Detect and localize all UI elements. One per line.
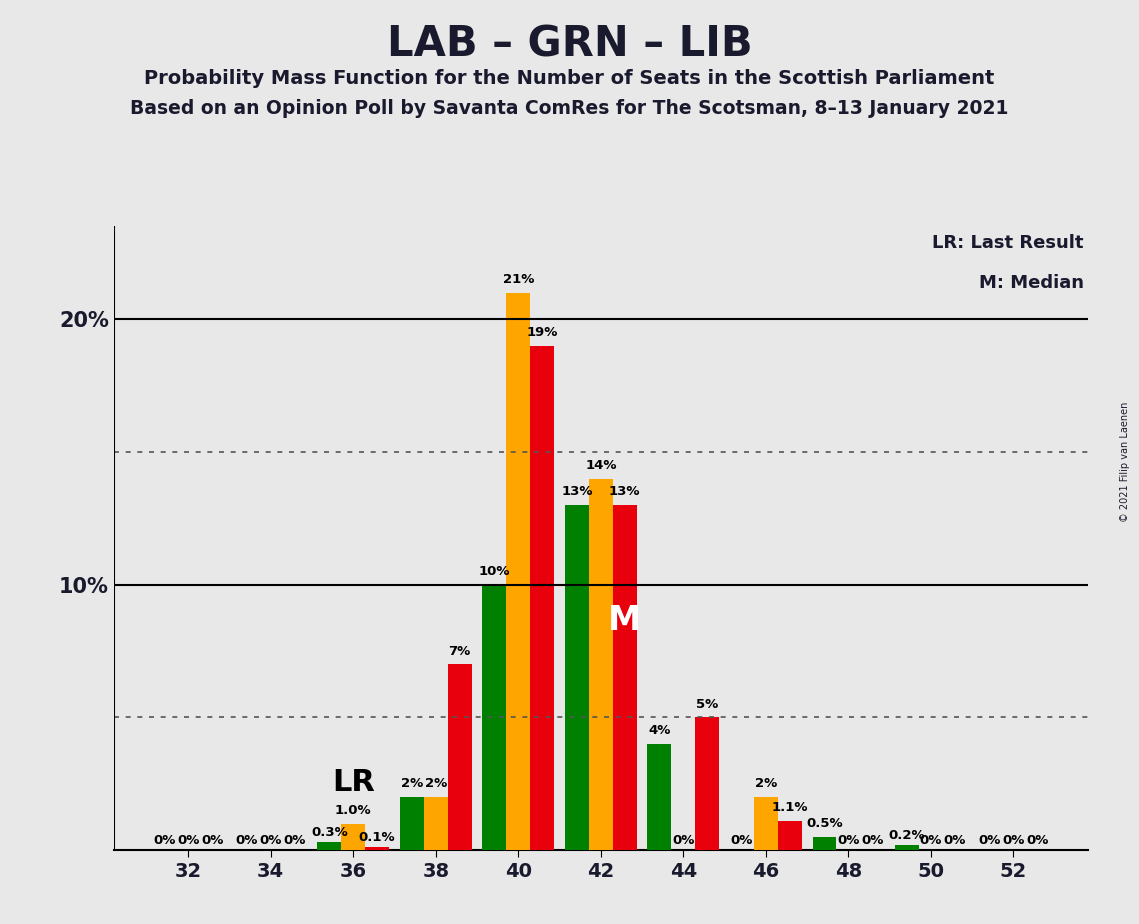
Text: Based on an Opinion Poll by Savanta ComRes for The Scotsman, 8–13 January 2021: Based on an Opinion Poll by Savanta ComR… bbox=[130, 99, 1009, 118]
Bar bbox=[778, 821, 802, 850]
Bar bbox=[754, 797, 778, 850]
Text: 0%: 0% bbox=[920, 833, 942, 847]
Text: 0%: 0% bbox=[200, 833, 223, 847]
Text: 10%: 10% bbox=[478, 565, 510, 578]
Bar bbox=[318, 842, 342, 850]
Text: Probability Mass Function for the Number of Seats in the Scottish Parliament: Probability Mass Function for the Number… bbox=[145, 69, 994, 89]
Text: 0%: 0% bbox=[978, 833, 1001, 847]
Text: LR: Last Result: LR: Last Result bbox=[932, 235, 1083, 252]
Text: 5%: 5% bbox=[696, 698, 719, 711]
Text: 7%: 7% bbox=[449, 645, 470, 658]
Text: 14%: 14% bbox=[585, 459, 616, 472]
Text: M: M bbox=[608, 604, 641, 638]
Text: © 2021 Filip van Laenen: © 2021 Filip van Laenen bbox=[1121, 402, 1130, 522]
Text: 0%: 0% bbox=[672, 833, 695, 847]
Text: 0.3%: 0.3% bbox=[311, 826, 347, 839]
Text: 0%: 0% bbox=[731, 833, 753, 847]
Text: 2%: 2% bbox=[755, 777, 777, 790]
Text: 4%: 4% bbox=[648, 724, 671, 737]
Bar bbox=[483, 585, 507, 850]
Text: 0.1%: 0.1% bbox=[359, 832, 395, 845]
Text: 21%: 21% bbox=[502, 274, 534, 286]
Text: LR: LR bbox=[331, 768, 375, 797]
Text: 0%: 0% bbox=[1002, 833, 1025, 847]
Text: 0%: 0% bbox=[944, 833, 966, 847]
Bar bbox=[565, 505, 589, 850]
Text: 2%: 2% bbox=[425, 777, 446, 790]
Bar bbox=[895, 845, 919, 850]
Bar bbox=[812, 837, 836, 850]
Text: 2%: 2% bbox=[401, 777, 423, 790]
Bar bbox=[448, 664, 472, 850]
Text: 0%: 0% bbox=[177, 833, 199, 847]
Bar bbox=[589, 479, 613, 850]
Bar bbox=[531, 346, 555, 850]
Text: 0%: 0% bbox=[1026, 833, 1049, 847]
Text: 0.5%: 0.5% bbox=[806, 817, 843, 830]
Text: LAB – GRN – LIB: LAB – GRN – LIB bbox=[386, 23, 753, 65]
Text: 0%: 0% bbox=[236, 833, 257, 847]
Bar bbox=[424, 797, 448, 850]
Text: 0.2%: 0.2% bbox=[888, 829, 925, 842]
Bar bbox=[647, 744, 671, 850]
Text: 0%: 0% bbox=[861, 833, 884, 847]
Bar bbox=[342, 823, 366, 850]
Bar bbox=[613, 505, 637, 850]
Text: 13%: 13% bbox=[562, 485, 592, 498]
Text: M: Median: M: Median bbox=[978, 274, 1083, 292]
Text: 13%: 13% bbox=[609, 485, 640, 498]
Text: 0%: 0% bbox=[153, 833, 175, 847]
Text: 19%: 19% bbox=[526, 326, 558, 339]
Text: 0%: 0% bbox=[260, 833, 281, 847]
Bar bbox=[507, 293, 531, 850]
Bar bbox=[366, 847, 390, 850]
Text: 0%: 0% bbox=[284, 833, 306, 847]
Text: 1.0%: 1.0% bbox=[335, 804, 371, 817]
Text: 0%: 0% bbox=[837, 833, 860, 847]
Bar bbox=[400, 797, 424, 850]
Bar bbox=[695, 717, 719, 850]
Text: 1.1%: 1.1% bbox=[771, 801, 808, 814]
